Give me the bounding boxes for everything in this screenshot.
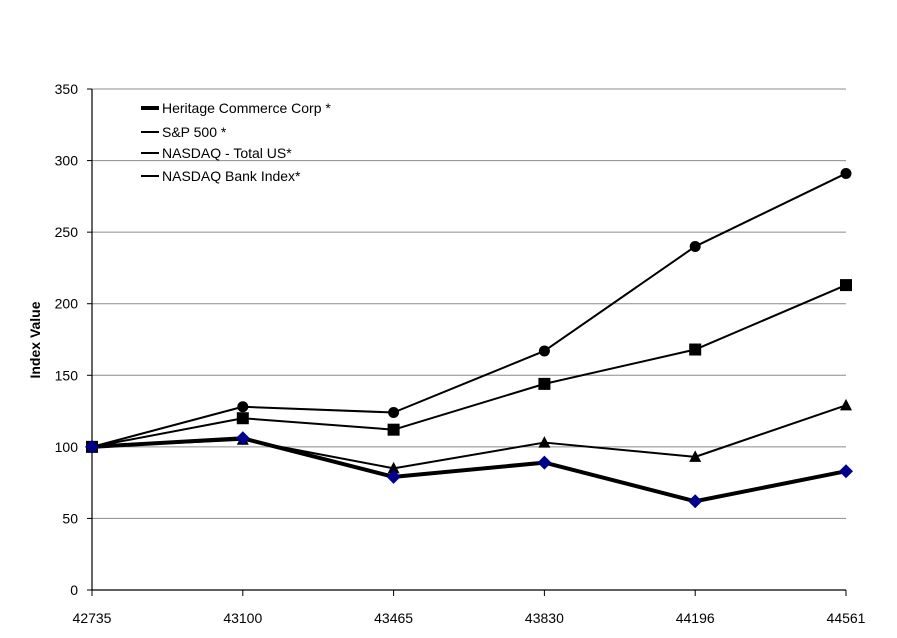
series-0 [85,431,853,509]
data-point-triangle [538,436,551,448]
x-tick-label: 42735 [73,610,112,626]
data-point-diamond [688,494,703,509]
series-3 [86,398,852,474]
x-tick-label: 44561 [827,610,866,626]
series-line [91,284,847,448]
y-tick-label: 100 [55,439,79,455]
series-line [91,172,847,448]
data-point-diamond [839,464,853,479]
data-point-triangle [840,398,852,411]
data-point-square [689,343,702,356]
gridlines [92,88,846,519]
x-tick-label: 43100 [223,610,262,626]
x-tick-label: 43465 [374,610,413,626]
y-tick-label: 250 [55,224,79,240]
axes [91,89,846,591]
y-tick-label: 350 [55,81,79,97]
y-tick-label: 50 [62,510,78,526]
data-point-square [236,412,249,425]
data-point-diamond [386,469,401,484]
data-point-triangle [689,450,702,462]
data-point-square [387,423,400,436]
data-point-square [840,279,852,292]
series-line [91,436,847,504]
x-tick-label: 43830 [525,610,564,626]
x-tick-label: 44196 [676,610,715,626]
x-axis-ticks: 42735 43100 43465 43830 44196 44561 [73,590,866,626]
data-point-circle [840,167,852,179]
data-point-circle [237,401,249,413]
y-axis-ticks: 0 50 100 150 200 250 300 350 [55,81,92,598]
data-point-diamond [537,455,552,470]
data-point-circle [538,345,550,357]
y-tick-label: 0 [70,582,78,598]
y-tick-label: 300 [55,153,79,169]
data-point-square [538,377,551,390]
series-2 [86,167,852,453]
y-axis-title: Index Value [27,301,43,378]
legend: Heritage Commerce Corp * S&P 500 * NASDAQ … [141,100,331,184]
data-point-circle [689,240,701,252]
legend-label: S&P 500 * [162,124,227,140]
series-1 [86,279,852,453]
data-point-diamond [85,439,99,454]
data-point-diamond [235,431,250,446]
data-point-circle [388,407,400,419]
y-tick-label: 200 [55,296,79,312]
y-tick-label: 150 [55,367,79,383]
series-group [85,167,853,509]
legend-label: NASDAQ - Total US* [162,145,292,161]
series-line [91,404,847,470]
data-point-triangle [387,461,400,474]
legend-label: Heritage Commerce Corp * [162,100,331,116]
legend-label: NASDAQ Bank Index* [162,168,301,184]
